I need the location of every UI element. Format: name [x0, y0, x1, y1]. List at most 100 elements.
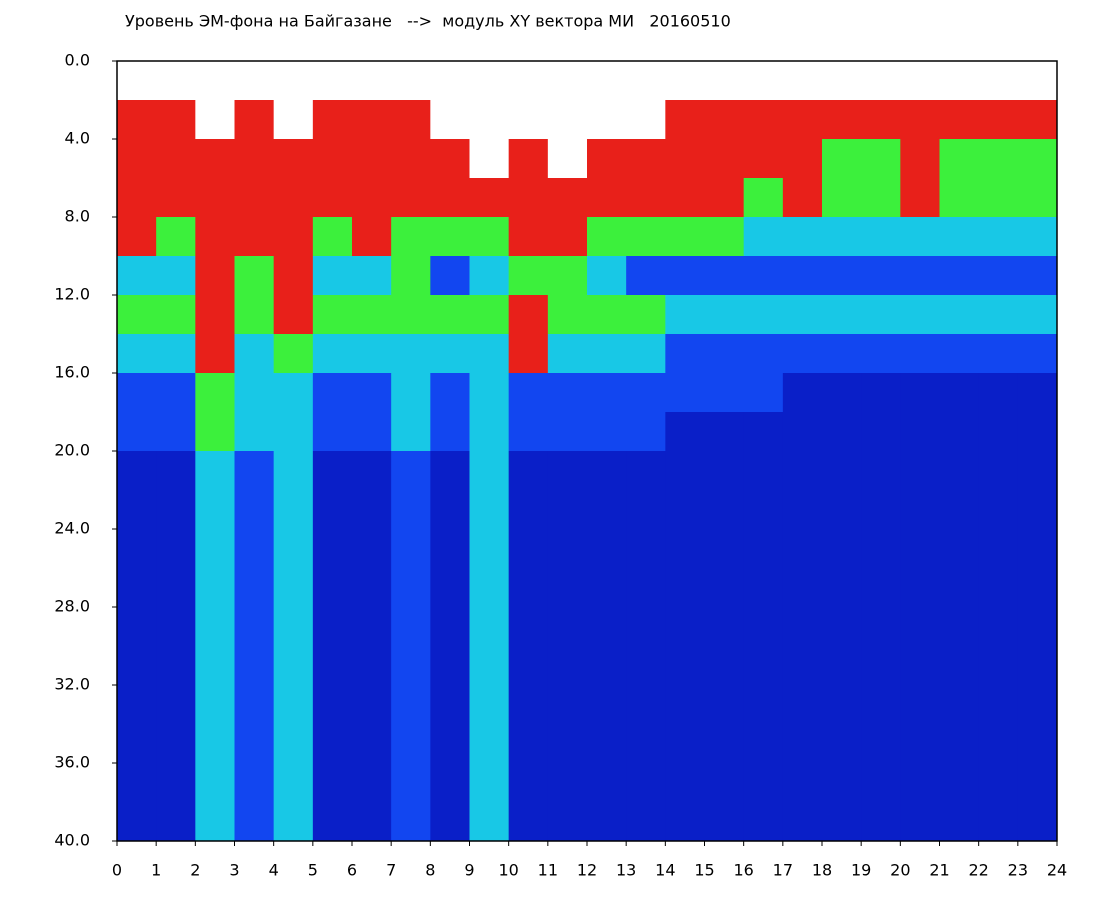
heat-cell — [978, 178, 1019, 218]
heat-cell — [430, 802, 470, 842]
heat-cell — [939, 568, 980, 608]
heat-cell — [743, 373, 784, 413]
heat-cell — [704, 295, 745, 335]
heat-cell — [547, 412, 588, 452]
heat-cell — [547, 61, 588, 101]
heat-cell — [822, 100, 862, 140]
heat-cell — [900, 646, 940, 686]
heat-cell — [391, 139, 431, 179]
heat-cell — [782, 178, 823, 218]
heat-cell — [195, 568, 235, 608]
heat-cell — [587, 256, 627, 296]
heat-cell — [626, 61, 666, 101]
heat-cell — [469, 607, 510, 647]
heat-cell — [234, 100, 275, 140]
heat-cell — [430, 178, 470, 218]
heat-cell — [861, 607, 901, 647]
heat-cell — [391, 802, 431, 842]
heat-cell — [587, 412, 627, 452]
heat-cell — [900, 685, 940, 725]
heat-cell — [939, 685, 980, 725]
heat-cell — [782, 217, 823, 257]
heat-cell — [626, 334, 666, 374]
heat-cell — [234, 568, 275, 608]
heat-cell — [939, 217, 980, 257]
heat-cell — [352, 646, 392, 686]
heat-cell — [861, 295, 901, 335]
heat-cell — [352, 412, 392, 452]
heat-cell — [391, 529, 431, 569]
heat-cell — [508, 685, 549, 725]
heat-cell — [626, 217, 666, 257]
heat-cell — [782, 490, 823, 530]
heat-cell — [587, 100, 627, 140]
heat-cell — [665, 607, 705, 647]
heat-cell — [352, 451, 392, 491]
heat-cell — [469, 412, 510, 452]
heat-cell — [312, 256, 353, 296]
heat-cell — [743, 295, 784, 335]
heat-cell — [234, 373, 275, 413]
heat-cell — [782, 295, 823, 335]
heat-cell — [273, 646, 314, 686]
x-tick-label: 21 — [929, 861, 949, 880]
heat-cell — [822, 685, 862, 725]
heat-cell — [312, 646, 353, 686]
heat-cell — [117, 763, 157, 803]
heat-cell — [430, 529, 470, 569]
heat-cell — [234, 334, 275, 374]
x-tick-label: 3 — [229, 861, 239, 880]
heat-cell — [156, 607, 196, 647]
heat-cell — [156, 646, 196, 686]
heat-cell — [822, 646, 862, 686]
heat-cell — [156, 100, 196, 140]
heat-cell — [782, 568, 823, 608]
heat-cell — [587, 178, 627, 218]
y-tick-label: 4.0 — [65, 129, 90, 148]
heat-cell — [508, 529, 549, 569]
heat-cell — [352, 763, 392, 803]
heat-cell — [547, 802, 588, 842]
heat-cell — [939, 295, 980, 335]
heat-cell — [704, 646, 745, 686]
heat-cell — [195, 646, 235, 686]
heat-cell — [352, 802, 392, 842]
heat-cell — [508, 724, 549, 764]
heat-cell — [665, 100, 705, 140]
heat-cell — [117, 490, 157, 530]
heat-cell — [469, 451, 510, 491]
heat-cell — [508, 373, 549, 413]
heat-cell — [508, 646, 549, 686]
heat-cell — [665, 802, 705, 842]
heat-cell — [704, 607, 745, 647]
heat-cell — [743, 685, 784, 725]
y-tick-label: 20.0 — [54, 441, 90, 460]
x-tick-label: 6 — [347, 861, 357, 880]
heat-cell — [782, 373, 823, 413]
heat-cell — [312, 568, 353, 608]
heat-cell — [1017, 607, 1058, 647]
heat-cell — [391, 178, 431, 218]
heat-cell — [900, 490, 940, 530]
heat-cell — [782, 451, 823, 491]
heat-cell — [391, 724, 431, 764]
heat-cell — [195, 217, 235, 257]
heat-cell — [626, 139, 666, 179]
heat-cell — [273, 568, 314, 608]
heat-cell — [665, 724, 705, 764]
heat-cell — [861, 490, 901, 530]
heat-cell — [273, 451, 314, 491]
heat-cell — [117, 334, 157, 374]
y-tick-label: 8.0 — [65, 207, 90, 226]
heat-cell — [587, 451, 627, 491]
x-tick-label: 24 — [1047, 861, 1067, 880]
heat-cell — [704, 178, 745, 218]
heat-cell — [430, 646, 470, 686]
heat-cell — [626, 568, 666, 608]
heat-cell — [508, 763, 549, 803]
heat-cell — [587, 763, 627, 803]
heat-cell — [861, 763, 901, 803]
heat-cell — [234, 178, 275, 218]
heat-cell — [939, 490, 980, 530]
heat-cell — [469, 139, 510, 179]
